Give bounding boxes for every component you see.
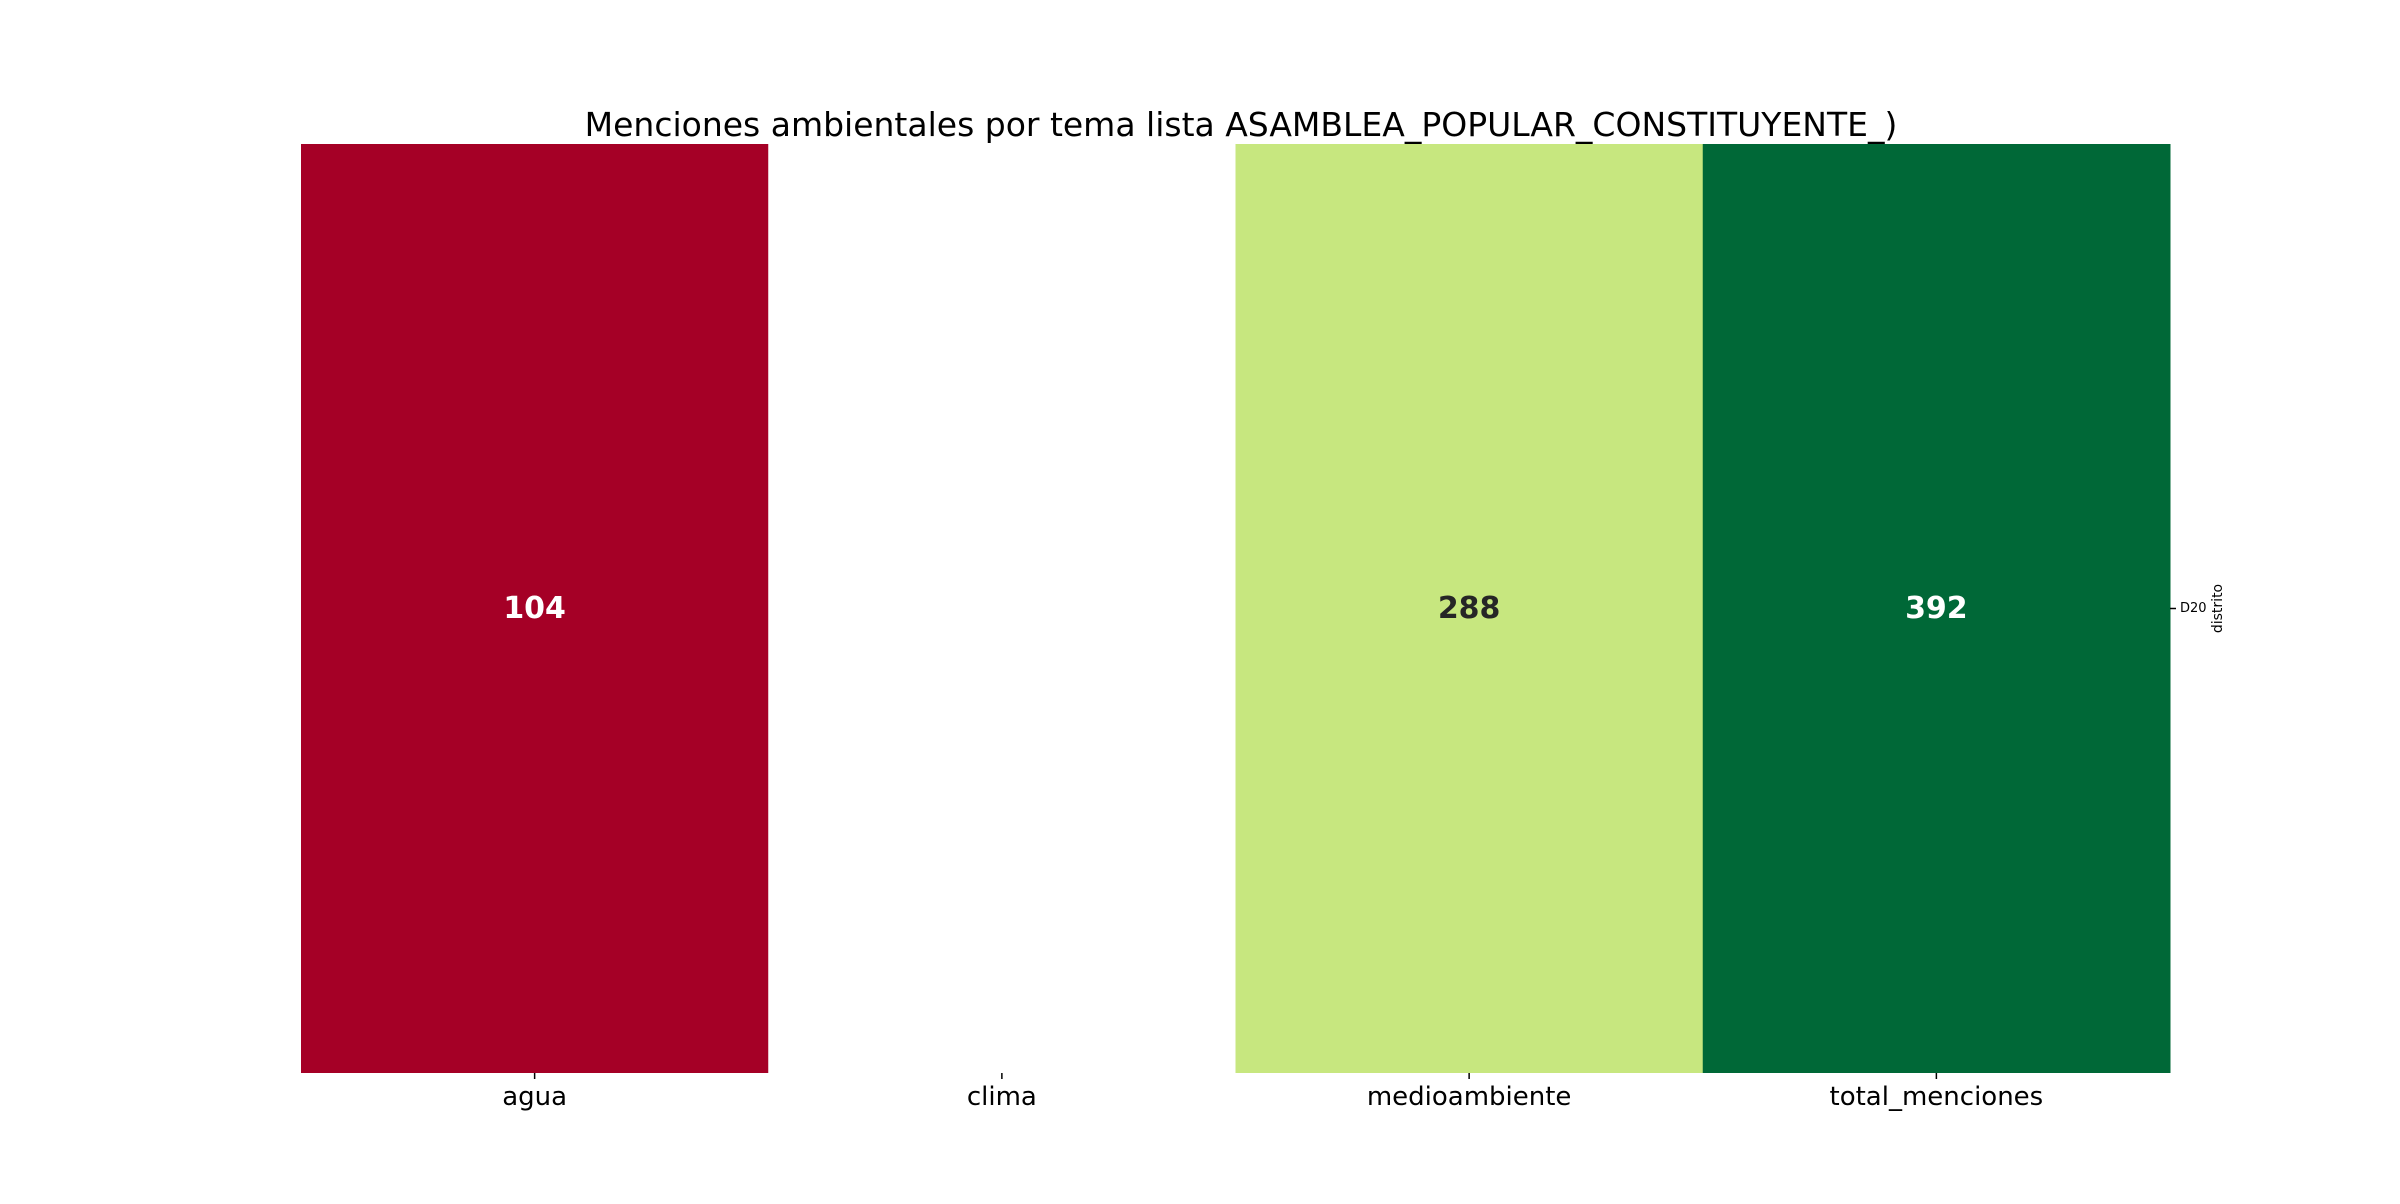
y-axis-label: distrito <box>2210 584 2226 633</box>
heatmap-cells: 104 288 392 <box>301 144 2171 1073</box>
x-axis: agua clima medioambiente total_menciones <box>502 1073 2043 1112</box>
cell-value-label: 104 <box>503 591 566 626</box>
cell-value-label: 288 <box>1438 591 1501 626</box>
x-tick-label: clima <box>967 1082 1037 1112</box>
y-axis: D20 <box>2170 601 2207 616</box>
chart-title: Menciones ambientales por tema lista ASA… <box>585 105 1898 144</box>
cell-value-label: 392 <box>1905 591 1968 626</box>
heatmap-cell-clima <box>768 144 1236 1073</box>
x-tick-label: medioambiente <box>1367 1082 1572 1112</box>
x-tick-label: total_menciones <box>1830 1082 2044 1112</box>
y-tick-label: D20 <box>2180 601 2207 616</box>
x-tick-label: agua <box>502 1082 567 1112</box>
